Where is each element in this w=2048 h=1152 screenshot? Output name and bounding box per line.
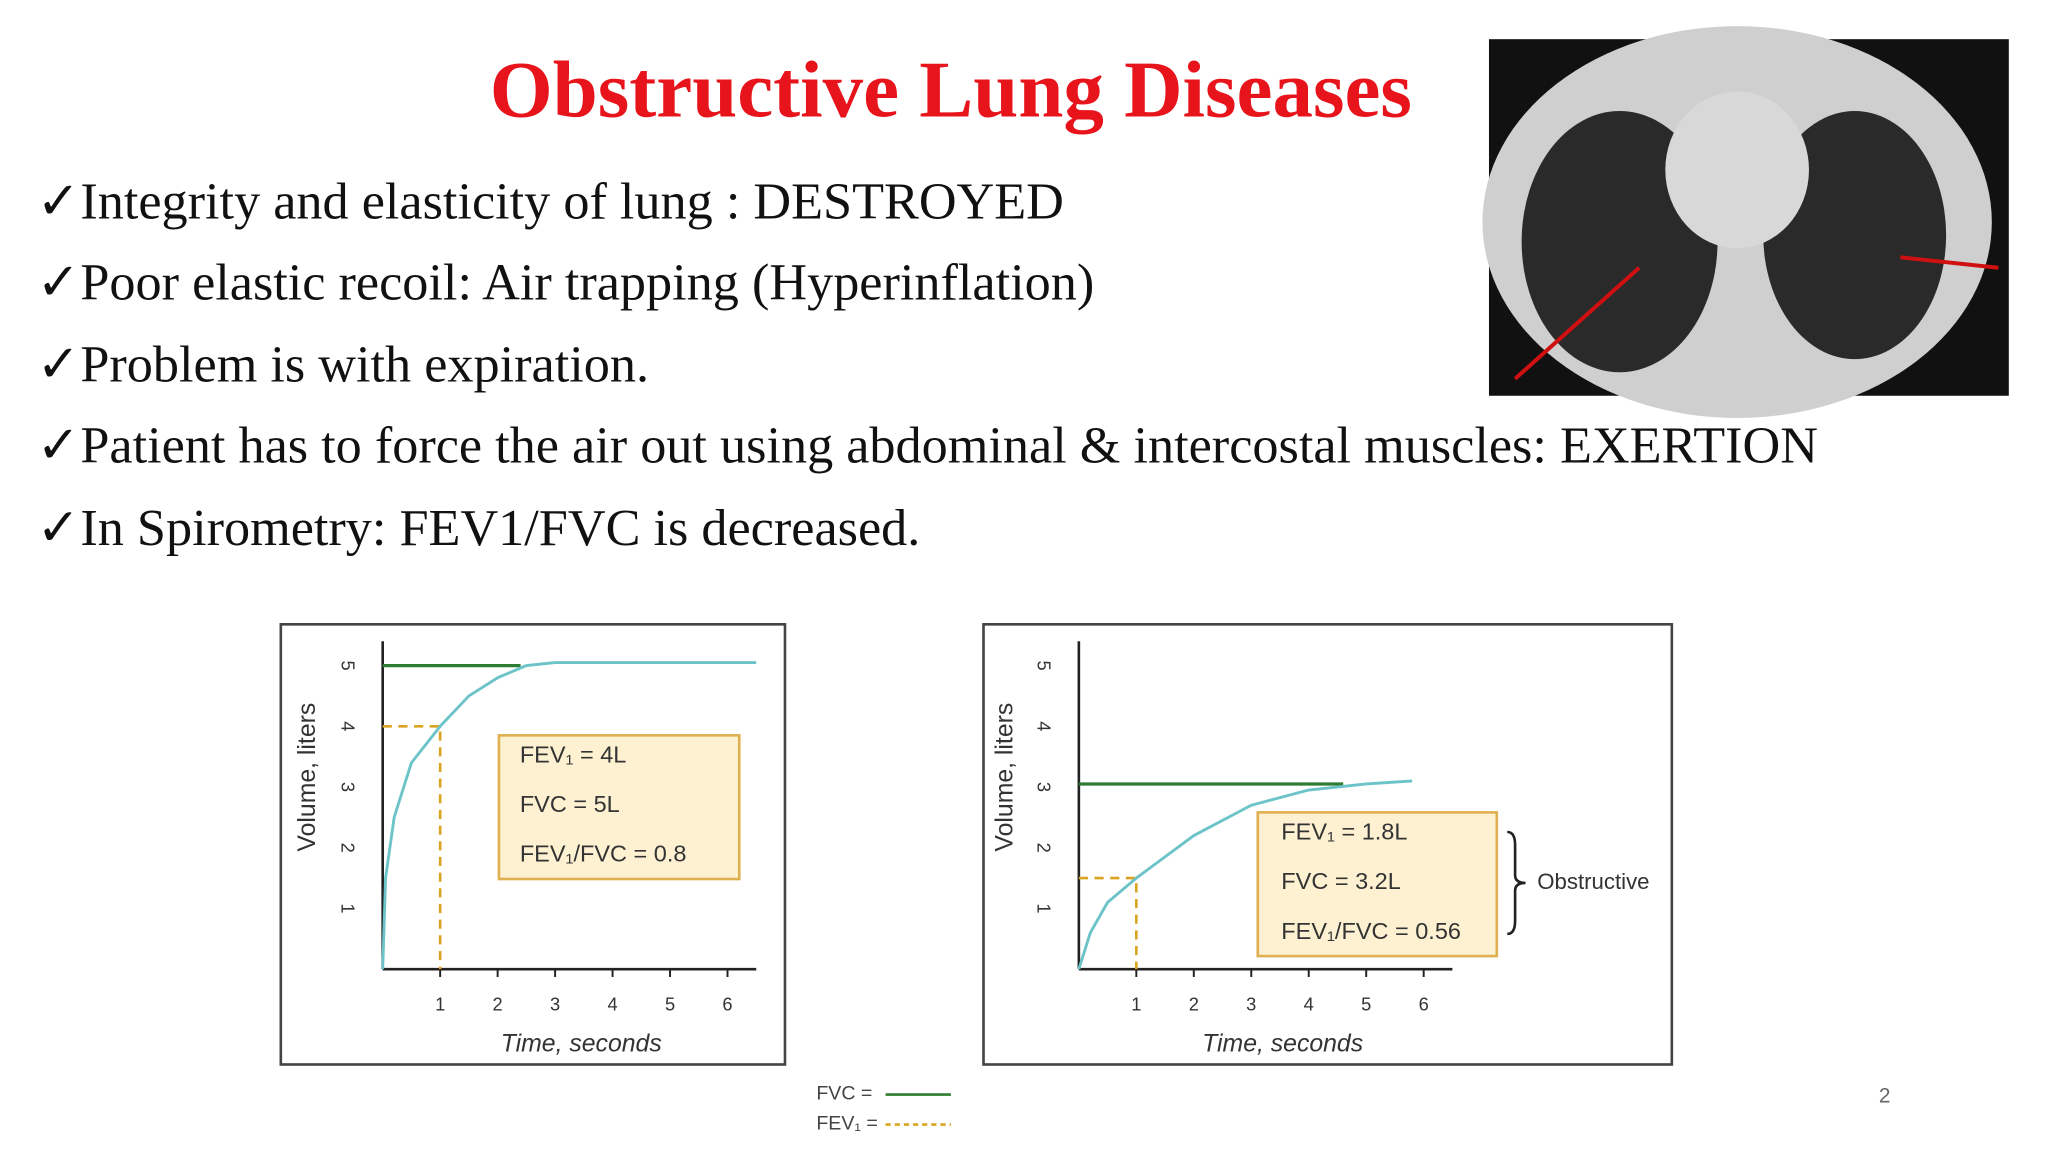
x-tick-label: 2 xyxy=(493,994,503,1015)
ct-image xyxy=(1482,26,2009,418)
chart-frame xyxy=(279,623,787,1066)
annotation: FEV₁/FVC = 0.56 xyxy=(1281,918,1461,944)
x-tick-label: 3 xyxy=(1246,994,1256,1015)
y-axis-label: Volume, liters xyxy=(294,703,321,852)
x-tick-label: 2 xyxy=(1189,994,1199,1015)
x-tick-label: 4 xyxy=(607,994,617,1015)
bullet: ✓Problem is with expiration. xyxy=(37,336,649,394)
y-tick-label: 2 xyxy=(337,843,358,853)
y-tick-label: 3 xyxy=(1033,782,1054,792)
y-tick-label: 4 xyxy=(1033,721,1054,731)
x-tick-label: 5 xyxy=(665,994,675,1015)
x-tick-label: 1 xyxy=(435,994,445,1015)
annotation: FVC = 5L xyxy=(520,791,620,817)
x-axis-label: Time, seconds xyxy=(501,1030,662,1057)
legend-label: FEV₁ = xyxy=(816,1113,878,1135)
x-axis-label: Time, seconds xyxy=(1202,1030,1363,1057)
bullet: ✓Patient has to force the air out using … xyxy=(37,417,1818,475)
legend-label: FVC = xyxy=(816,1083,872,1105)
annotation-box xyxy=(1256,811,1499,958)
chart-frame xyxy=(982,623,1674,1066)
slide-title: Obstructive Lung Diseases xyxy=(490,45,1412,135)
volume-curve xyxy=(1077,779,1413,970)
x-tick-label: 4 xyxy=(1304,994,1314,1015)
x-tick-label: 1 xyxy=(1131,994,1141,1015)
annotation-box xyxy=(497,734,741,881)
y-tick-label: 5 xyxy=(337,661,358,671)
bullet: ✓In Spirometry: FEV1/FVC is decreased. xyxy=(37,499,921,557)
volume-curve xyxy=(381,661,757,970)
y-tick-label: 3 xyxy=(337,782,358,792)
page-number: 2 xyxy=(1879,1085,1891,1108)
x-tick-label: 5 xyxy=(1361,994,1371,1015)
fev1-line xyxy=(382,724,442,970)
y-tick-label: 1 xyxy=(1033,903,1054,913)
y-tick-label: 2 xyxy=(1033,843,1054,853)
y-tick-label: 5 xyxy=(1033,661,1054,671)
bullet: ✓Poor elastic recoil: Air trapping (Hype… xyxy=(37,253,1095,311)
fev1-line xyxy=(1078,876,1138,970)
y-tick-label: 1 xyxy=(337,903,358,913)
annotation: FEV₁/FVC = 0.8 xyxy=(520,841,687,867)
y-axis-label: Volume, liters xyxy=(991,703,1018,852)
annotation: FEV₁ = 1.8L xyxy=(1281,819,1407,845)
x-tick-label: 6 xyxy=(1419,994,1429,1015)
y-tick-label: 4 xyxy=(337,721,358,731)
annotation: FEV₁ = 4L xyxy=(520,741,627,767)
bracket-label: Obstructive xyxy=(1537,869,1649,894)
x-tick-label: 3 xyxy=(550,994,560,1015)
x-tick-label: 6 xyxy=(722,994,732,1015)
annotation: FVC = 3.2L xyxy=(1281,868,1401,894)
bullet: ✓Integrity and elasticity of lung : DEST… xyxy=(37,172,1064,230)
brace xyxy=(1507,830,1526,936)
